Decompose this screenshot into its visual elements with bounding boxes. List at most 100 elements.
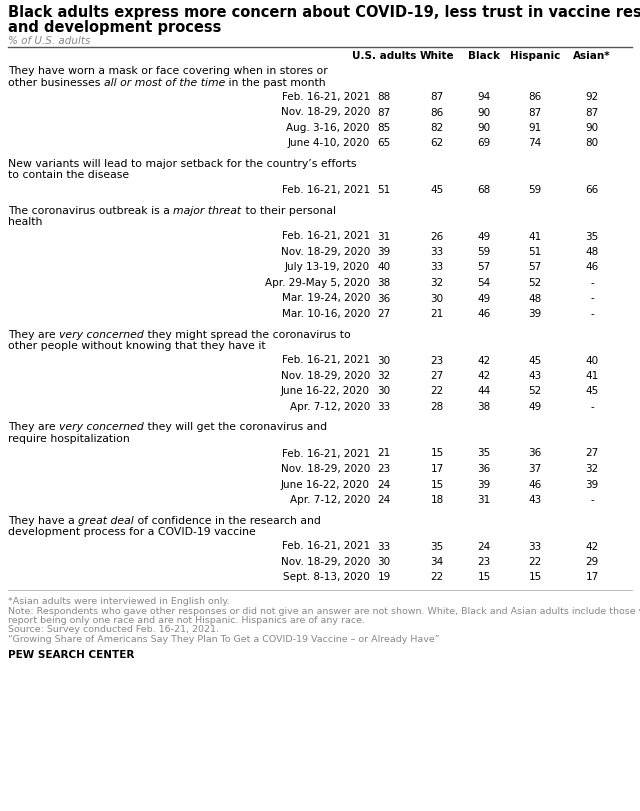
Text: 27: 27 bbox=[378, 309, 390, 319]
Text: 51: 51 bbox=[529, 247, 541, 257]
Text: Nov. 18-29, 2020: Nov. 18-29, 2020 bbox=[281, 247, 370, 257]
Text: 30: 30 bbox=[378, 557, 390, 567]
Text: Aug. 3-16, 2020: Aug. 3-16, 2020 bbox=[287, 123, 370, 133]
Text: 39: 39 bbox=[378, 247, 390, 257]
Text: 86: 86 bbox=[529, 92, 541, 102]
Text: 35: 35 bbox=[430, 542, 444, 551]
Text: 52: 52 bbox=[529, 278, 541, 288]
Text: 49: 49 bbox=[477, 231, 491, 242]
Text: 46: 46 bbox=[529, 479, 541, 490]
Text: 28: 28 bbox=[430, 402, 444, 412]
Text: Feb. 16-21, 2021: Feb. 16-21, 2021 bbox=[282, 231, 370, 242]
Text: Nov. 18-29, 2020: Nov. 18-29, 2020 bbox=[281, 371, 370, 381]
Text: “Growing Share of Americans Say They Plan To Get a COVID-19 Vaccine – or Already: “Growing Share of Americans Say They Pla… bbox=[8, 635, 440, 644]
Text: 87: 87 bbox=[586, 108, 598, 118]
Text: 23: 23 bbox=[378, 464, 390, 474]
Text: 22: 22 bbox=[430, 387, 444, 397]
Text: 30: 30 bbox=[378, 355, 390, 366]
Text: Feb. 16-21, 2021: Feb. 16-21, 2021 bbox=[282, 185, 370, 195]
Text: 59: 59 bbox=[477, 247, 491, 257]
Text: 94: 94 bbox=[477, 92, 491, 102]
Text: 91: 91 bbox=[529, 123, 541, 133]
Text: other people without knowing that they have it: other people without knowing that they h… bbox=[8, 341, 266, 351]
Text: 27: 27 bbox=[586, 448, 598, 458]
Text: 29: 29 bbox=[586, 557, 598, 567]
Text: 42: 42 bbox=[477, 371, 491, 381]
Text: -: - bbox=[590, 294, 594, 303]
Text: 46: 46 bbox=[477, 309, 491, 319]
Text: 21: 21 bbox=[378, 448, 390, 458]
Text: 37: 37 bbox=[529, 464, 541, 474]
Text: major threat: major threat bbox=[173, 205, 241, 216]
Text: Black adults express more concern about COVID-19, less trust in vaccine research: Black adults express more concern about … bbox=[8, 5, 640, 20]
Text: July 13-19, 2020: July 13-19, 2020 bbox=[285, 263, 370, 272]
Text: -: - bbox=[590, 278, 594, 288]
Text: 39: 39 bbox=[586, 479, 598, 490]
Text: 22: 22 bbox=[430, 573, 444, 582]
Text: 23: 23 bbox=[477, 557, 491, 567]
Text: in the past month: in the past month bbox=[225, 78, 326, 88]
Text: New variants will lead to major setback for the country’s efforts: New variants will lead to major setback … bbox=[8, 159, 356, 169]
Text: 33: 33 bbox=[378, 542, 390, 551]
Text: % of U.S. adults: % of U.S. adults bbox=[8, 36, 90, 46]
Text: 90: 90 bbox=[477, 108, 491, 118]
Text: U.S. adults: U.S. adults bbox=[352, 51, 416, 61]
Text: June 4-10, 2020: June 4-10, 2020 bbox=[288, 139, 370, 148]
Text: 23: 23 bbox=[430, 355, 444, 366]
Text: 30: 30 bbox=[378, 387, 390, 397]
Text: 38: 38 bbox=[378, 278, 390, 288]
Text: They have worn a mask or face covering when in stores or: They have worn a mask or face covering w… bbox=[8, 66, 328, 76]
Text: Apr. 29-May 5, 2020: Apr. 29-May 5, 2020 bbox=[265, 278, 370, 288]
Text: 54: 54 bbox=[477, 278, 491, 288]
Text: require hospitalization: require hospitalization bbox=[8, 434, 130, 444]
Text: 18: 18 bbox=[430, 495, 444, 505]
Text: 49: 49 bbox=[529, 402, 541, 412]
Text: 30: 30 bbox=[431, 294, 444, 303]
Text: 49: 49 bbox=[477, 294, 491, 303]
Text: 42: 42 bbox=[586, 542, 598, 551]
Text: 27: 27 bbox=[430, 371, 444, 381]
Text: they will get the coronavirus and: they will get the coronavirus and bbox=[144, 423, 327, 432]
Text: White: White bbox=[420, 51, 454, 61]
Text: They are: They are bbox=[8, 329, 59, 340]
Text: 39: 39 bbox=[477, 479, 491, 490]
Text: 57: 57 bbox=[529, 263, 541, 272]
Text: 43: 43 bbox=[529, 371, 541, 381]
Text: -: - bbox=[590, 495, 594, 505]
Text: great deal: great deal bbox=[78, 516, 134, 526]
Text: 57: 57 bbox=[477, 263, 491, 272]
Text: 45: 45 bbox=[529, 355, 541, 366]
Text: and development process: and development process bbox=[8, 20, 221, 35]
Text: 33: 33 bbox=[430, 263, 444, 272]
Text: 35: 35 bbox=[477, 448, 491, 458]
Text: Mar. 19-24, 2020: Mar. 19-24, 2020 bbox=[282, 294, 370, 303]
Text: Nov. 18-29, 2020: Nov. 18-29, 2020 bbox=[281, 108, 370, 118]
Text: 24: 24 bbox=[477, 542, 491, 551]
Text: 51: 51 bbox=[378, 185, 390, 195]
Text: 34: 34 bbox=[430, 557, 444, 567]
Text: 86: 86 bbox=[430, 108, 444, 118]
Text: June 16-22, 2020: June 16-22, 2020 bbox=[281, 479, 370, 490]
Text: 62: 62 bbox=[430, 139, 444, 148]
Text: very concerned: very concerned bbox=[59, 329, 144, 340]
Text: Mar. 10-16, 2020: Mar. 10-16, 2020 bbox=[282, 309, 370, 319]
Text: Sept. 8-13, 2020: Sept. 8-13, 2020 bbox=[283, 573, 370, 582]
Text: 40: 40 bbox=[586, 355, 598, 366]
Text: 32: 32 bbox=[430, 278, 444, 288]
Text: 48: 48 bbox=[529, 294, 541, 303]
Text: 90: 90 bbox=[477, 123, 491, 133]
Text: 87: 87 bbox=[378, 108, 390, 118]
Text: Apr. 7-12, 2020: Apr. 7-12, 2020 bbox=[290, 495, 370, 505]
Text: Hispanic: Hispanic bbox=[510, 51, 560, 61]
Text: 41: 41 bbox=[529, 231, 541, 242]
Text: 19: 19 bbox=[378, 573, 390, 582]
Text: 82: 82 bbox=[430, 123, 444, 133]
Text: Feb. 16-21, 2021: Feb. 16-21, 2021 bbox=[282, 542, 370, 551]
Text: 69: 69 bbox=[477, 139, 491, 148]
Text: Feb. 16-21, 2021: Feb. 16-21, 2021 bbox=[282, 92, 370, 102]
Text: 36: 36 bbox=[378, 294, 390, 303]
Text: June 16-22, 2020: June 16-22, 2020 bbox=[281, 387, 370, 397]
Text: -: - bbox=[590, 402, 594, 412]
Text: 31: 31 bbox=[378, 231, 390, 242]
Text: 15: 15 bbox=[477, 573, 491, 582]
